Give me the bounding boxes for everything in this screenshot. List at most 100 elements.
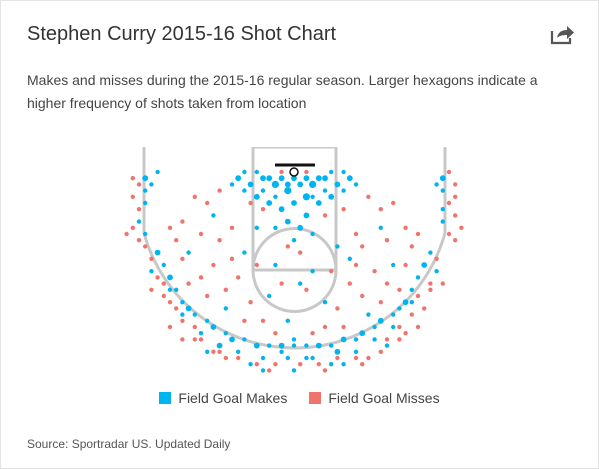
shot-make-48 [285,318,290,323]
shot-miss-3 [322,213,328,218]
shot-miss-82 [353,355,359,361]
shot-make-15 [328,193,335,200]
legend-item-makes[interactable]: Field Goal Makes [159,390,287,406]
shot-miss-106 [180,337,185,342]
shot-miss-38 [242,318,247,323]
shot-miss-4 [248,200,253,206]
shot-miss-93 [267,368,272,373]
shot-make-90 [304,343,309,348]
shot-miss-62 [453,194,458,199]
shot-make-12 [278,206,285,213]
shot-make-93 [340,336,347,343]
shot-miss-100 [211,349,216,354]
shot-miss-68 [149,256,154,261]
shot-make-101 [409,287,414,292]
shot-make-69 [439,175,446,182]
shot-miss-90 [174,306,179,311]
shot-miss-64 [453,213,458,218]
shot-miss-33 [335,306,340,311]
shot-miss-112 [167,324,173,330]
shot-miss-20 [180,219,185,224]
chart-legend: Field Goal Makes Field Goal Misses [1,390,598,406]
free-throw-lane [251,147,338,272]
shot-miss-83 [366,355,371,361]
shot-make-61 [335,244,340,249]
shot-miss-67 [446,169,452,175]
shot-make-21 [310,231,315,237]
shot-miss-54 [130,176,135,181]
shot-make-106 [180,312,185,317]
shot-make-120 [205,349,210,354]
shot-make-54 [223,306,228,311]
shot-miss-111 [459,225,464,230]
shot-make-98 [391,312,396,317]
shot-miss-26 [198,275,204,280]
shot-miss-84 [384,337,390,342]
shot-make-109 [236,349,241,354]
shot-make-116 [391,324,396,330]
shot-miss-95 [360,362,365,367]
shot-miss-27 [384,281,390,286]
legend-item-misses[interactable]: Field Goal Misses [309,390,440,406]
shot-make-111 [285,355,290,361]
rim [289,167,299,177]
shot-miss-110 [124,231,129,237]
shot-miss-50 [180,256,185,261]
shot-make-83 [223,331,228,336]
shot-make-20 [273,225,278,230]
shot-make-66 [143,231,148,237]
shot-miss-58 [136,238,142,243]
chart-subtitle: Makes and misses during the 2015-16 regu… [27,72,538,111]
shot-make-112 [310,355,315,361]
shot-miss-11 [378,207,383,212]
shot-make-58 [186,250,191,255]
shot-make-53 [329,362,334,367]
shot-make-17 [346,175,353,182]
shot-miss-37 [310,331,315,336]
shot-miss-109 [440,281,445,286]
shot-make-91 [315,342,322,349]
shot-make-76 [167,274,173,281]
shot-make-113 [334,348,341,355]
shot-make-117 [409,300,414,305]
shot-miss-75 [217,349,222,354]
shot-make-23 [242,188,247,193]
shot-make-94 [353,337,359,342]
shot-miss-53 [353,262,359,268]
shot-make-35 [242,169,247,175]
shot-make-68 [155,169,160,175]
shot-make-103 [421,262,428,268]
shot-make-39 [297,181,304,188]
court-lines [142,147,447,350]
shot-make-42 [310,269,315,274]
shot-make-5 [260,175,266,182]
shot-make-115 [372,337,377,342]
shot-miss-87 [415,293,421,299]
shot-make-4 [302,193,310,201]
shot-make-107 [198,331,204,336]
shot-miss-39 [341,324,346,330]
share-icon[interactable] [550,23,576,45]
shot-make-92 [329,343,334,348]
legend-label-makes: Field Goal Makes [178,390,288,406]
shot-make-73 [434,182,439,187]
shot-make-50 [279,349,284,354]
shot-miss-15 [353,231,359,237]
shot-miss-98 [161,293,166,299]
shot-make-55 [366,312,371,317]
shot-miss-25 [372,269,377,274]
shot-make-62 [142,175,149,182]
share-icon-graphic [550,26,574,45]
shot-make-19 [297,224,304,231]
shot-miss-60 [143,244,148,249]
shot-miss-76 [236,355,241,361]
shot-make-104 [428,250,433,255]
basketball-court [124,147,464,373]
shot-miss-16 [217,238,222,243]
shot-miss-42 [205,293,210,299]
shot-make-84 [229,336,235,343]
shot-miss-51 [403,262,408,268]
shot-make-79 [185,305,192,312]
shot-miss-80 [316,362,321,367]
